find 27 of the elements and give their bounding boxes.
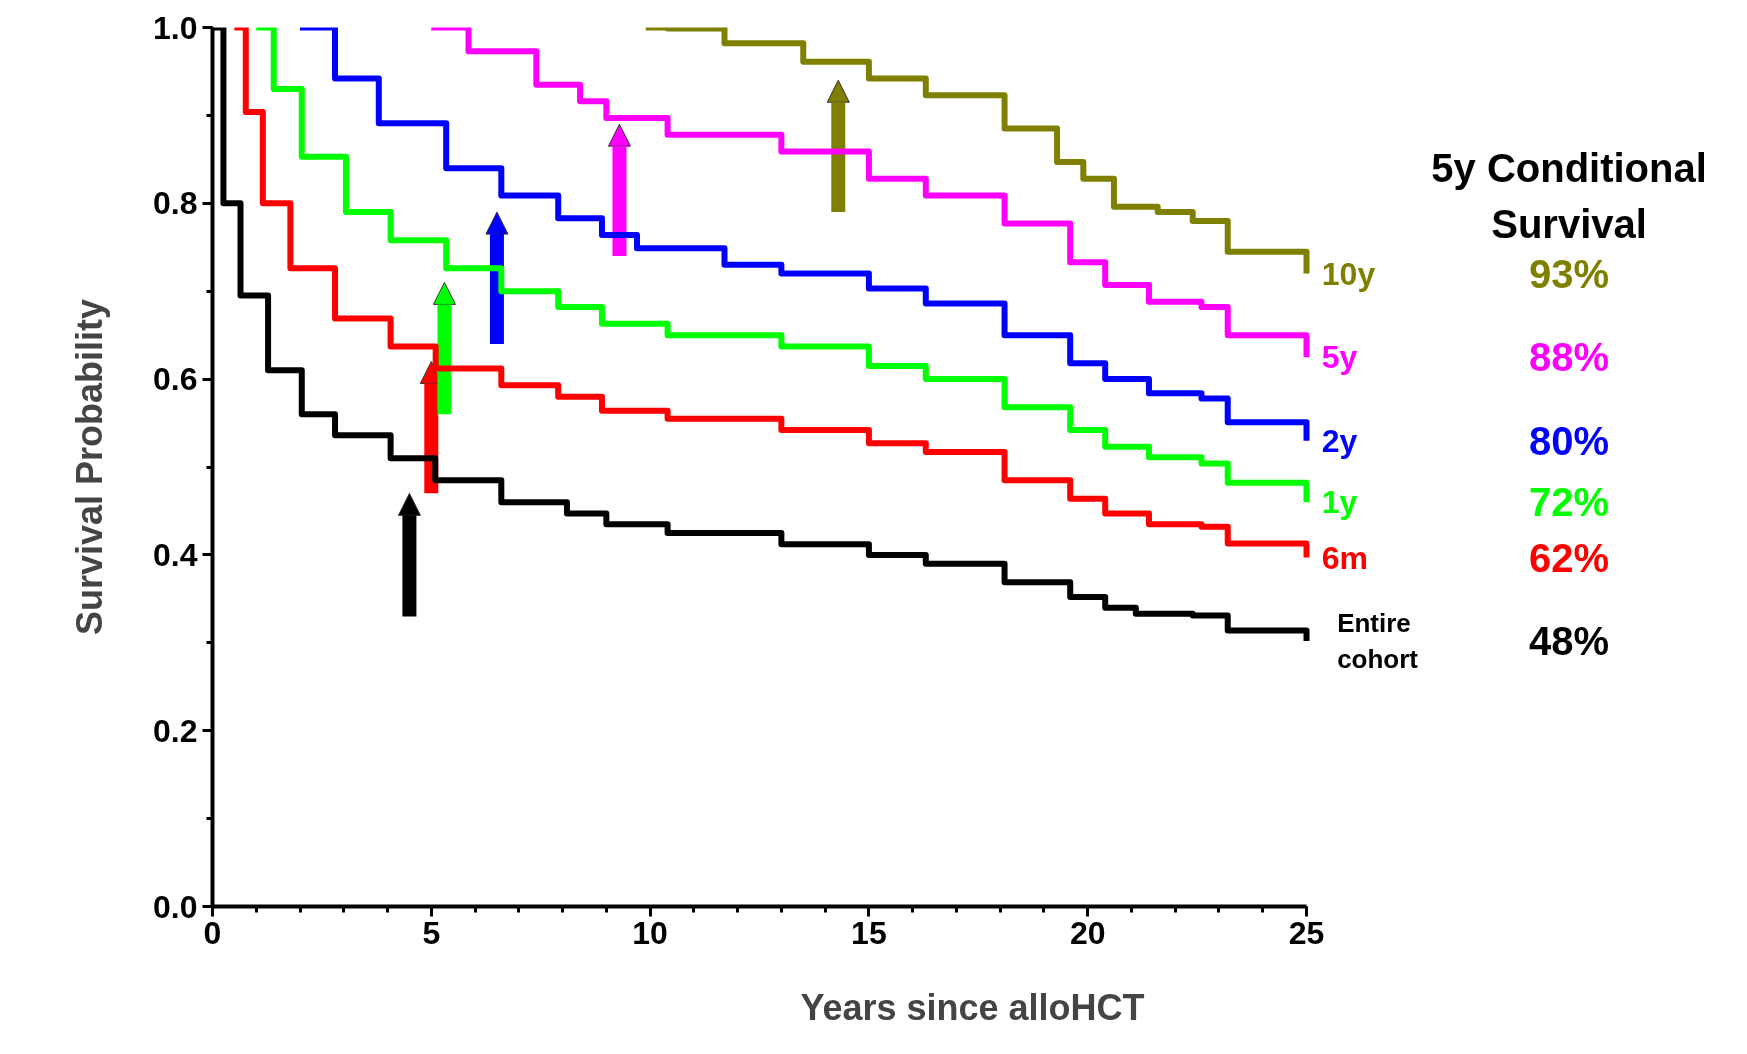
- text: 72%: [1529, 480, 1610, 525]
- series-label: 10y: [1321, 255, 1376, 292]
- text: 48%: [1529, 619, 1610, 664]
- x-tick-label: 25: [1288, 914, 1325, 951]
- text: 80%: [1529, 418, 1610, 463]
- y-tick-label: 0.6: [153, 361, 198, 398]
- text: 5y Conditional Survival: [1431, 146, 1707, 246]
- x-axis-title: Years since alloHCT: [800, 986, 1145, 1028]
- y-tick-label: 0.8: [153, 185, 198, 222]
- series-label: 6m: [1321, 539, 1369, 576]
- x-tick-label: 20: [1069, 914, 1106, 951]
- series-label: 5y: [1321, 339, 1358, 376]
- y-tick-label: 0.4: [153, 536, 198, 573]
- series-label: 1y: [1321, 484, 1358, 521]
- text: 93%: [1529, 251, 1610, 296]
- series-label: 2y: [1321, 422, 1358, 459]
- x-tick-label: 10: [632, 914, 668, 951]
- x-tick-label: 15: [851, 914, 887, 951]
- y-axis-title: Survival Probability: [69, 298, 111, 636]
- y-tick-label: 0.0: [153, 888, 198, 925]
- x-tick-label: 5: [422, 914, 441, 951]
- y-tick-label: 0.2: [153, 712, 198, 749]
- text: 88%: [1529, 335, 1610, 380]
- text: 62%: [1529, 535, 1610, 580]
- x-tick-label: 0: [203, 914, 222, 951]
- series-label: Entire cohort: [1337, 608, 1419, 675]
- y-tick-label: 1.0: [153, 9, 198, 46]
